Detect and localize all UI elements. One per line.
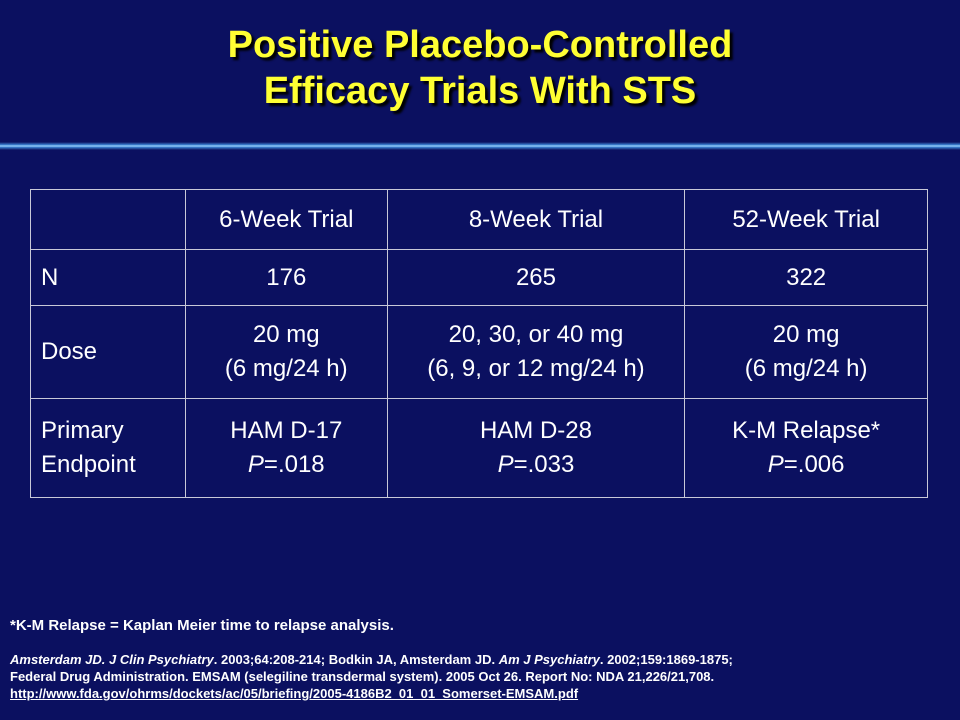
ref1-authors: Amsterdam JD.: [10, 652, 106, 667]
ref1-journal: J Clin Psychiatry: [109, 652, 214, 667]
dose-cell-8-week: 20, 30, or 40 mg (6, 9, or 12 mg/24 h): [386, 305, 686, 399]
row-label-line2: Endpoint: [41, 451, 136, 478]
endpoint-test: HAM D-17: [230, 417, 343, 444]
p-symbol: P: [497, 451, 514, 478]
endpoint-cell-8-week: HAM D-28 P=.033: [386, 398, 686, 498]
p-number: =.006: [783, 451, 845, 478]
p-number: =.033: [513, 451, 575, 478]
header-cell-empty: [30, 189, 186, 250]
endpoint-cell-6-week: HAM D-17 P=.018: [184, 398, 388, 498]
slide-title: Positive Placebo-Controlled Efficacy Tri…: [0, 22, 960, 114]
row-label-primary-endpoint: Primary Endpoint: [30, 398, 186, 498]
dose-cell-52-week: 20 mg (6 mg/24 h): [684, 305, 928, 399]
endpoint-p-value: P=.033: [394, 448, 679, 482]
footnote: *K-M Relapse = Kaplan Meier time to rela…: [10, 617, 394, 634]
table-row-n: N 176 265 322: [30, 249, 928, 306]
references: Amsterdam JD. J Clin Psychiatry. 2003;64…: [10, 651, 950, 702]
table-row-dose: Dose 20 mg (6 mg/24 h) 20, 30, or 40 mg …: [30, 305, 928, 399]
p-symbol: P: [767, 451, 784, 478]
n-value-8-week: 265: [386, 249, 686, 306]
n-value-52-week: 322: [684, 249, 928, 306]
trials-table: 6-Week Trial 8-Week Trial 52-Week Trial …: [30, 189, 928, 498]
header-cell-52-week: 52-Week Trial: [684, 189, 928, 250]
n-value-6-week: 176: [184, 249, 388, 306]
table-header-row: 6-Week Trial 8-Week Trial 52-Week Trial: [30, 189, 928, 250]
dose-rate: (6 mg/24 h): [744, 355, 868, 382]
row-label-line1: Primary: [41, 417, 124, 444]
ref1-details: . 2003;64:208-214; Bodkin JA, Amsterdam …: [213, 652, 496, 667]
dose-rate: (6, 9, or 12 mg/24 h): [427, 355, 645, 382]
endpoint-test: HAM D-28: [479, 417, 592, 444]
dose-cell-6-week: 20 mg (6 mg/24 h): [184, 305, 388, 399]
endpoint-test: K-M Relapse*: [732, 417, 881, 444]
row-label-n: N: [30, 249, 186, 306]
header-cell-8-week: 8-Week Trial: [386, 189, 686, 250]
title-divider: [0, 142, 960, 150]
p-symbol: P: [247, 451, 264, 478]
dose-rate: (6 mg/24 h): [224, 355, 348, 382]
dose-amount: 20, 30, or 40 mg: [448, 321, 624, 348]
row-label-dose: Dose: [30, 305, 186, 399]
endpoint-p-value: P=.006: [691, 448, 921, 482]
dose-amount: 20 mg: [772, 321, 840, 348]
endpoint-cell-52-week: K-M Relapse* P=.006: [684, 398, 928, 498]
dose-amount: 20 mg: [252, 321, 320, 348]
ref2-details: . 2002;159:1869-1875;: [599, 652, 733, 667]
reference-line-1: Amsterdam JD. J Clin Psychiatry. 2003;64…: [10, 651, 950, 668]
ref2-journal: Am J Psychiatry: [498, 652, 600, 667]
header-cell-6-week: 6-Week Trial: [184, 189, 388, 250]
slide-title-line2: Efficacy Trials With STS: [263, 70, 697, 112]
reference-url-link[interactable]: http://www.fda.gov/ohrms/dockets/ac/05/b…: [10, 686, 579, 701]
p-number: =.018: [263, 451, 325, 478]
slide-title-line1: Positive Placebo-Controlled: [227, 24, 733, 66]
endpoint-p-value: P=.018: [192, 448, 381, 482]
reference-line-2: Federal Drug Administration. EMSAM (sele…: [10, 669, 715, 684]
table-row-primary-endpoint: Primary Endpoint HAM D-17 P=.018 HAM D-2…: [30, 398, 928, 498]
